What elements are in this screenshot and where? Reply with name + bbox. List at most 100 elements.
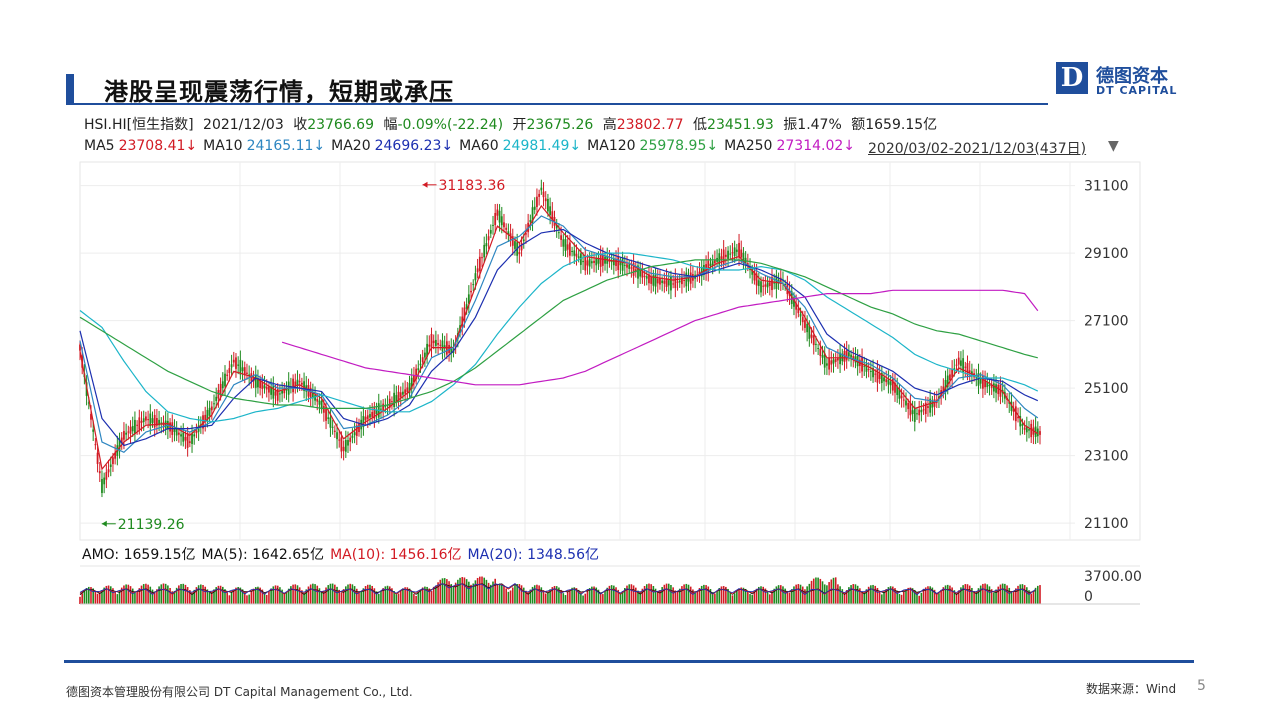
candle-body (806, 323, 809, 333)
volume-bar (626, 585, 628, 604)
candle-body (419, 363, 422, 366)
candle-body (707, 260, 710, 273)
volume-bar (696, 590, 699, 604)
logo-mark-icon: D (1056, 62, 1088, 94)
date-range[interactable]: 2020/03/02-2021/12/03(437日) (868, 141, 1087, 157)
volume-bar (470, 584, 472, 604)
candle-body (1025, 426, 1028, 433)
volume-bar (659, 590, 661, 604)
candle-body (562, 239, 565, 247)
candle-body (103, 477, 106, 485)
volume-bar (848, 587, 850, 604)
volume-bar (169, 588, 171, 604)
volume-bar (226, 592, 228, 604)
candle-body (188, 441, 191, 443)
candle-body (151, 418, 154, 423)
volume-bar (294, 584, 297, 604)
volume-bar (318, 588, 321, 604)
candle-body (366, 415, 369, 419)
candle-body (896, 386, 899, 396)
volume-bar (252, 588, 255, 604)
candle-body (525, 233, 527, 235)
volume-bar (257, 586, 259, 604)
y-tick-label: 25100 (1084, 381, 1129, 397)
candle-body (210, 406, 213, 411)
volume-bar (402, 588, 404, 604)
volume-bar (149, 586, 152, 604)
candle-body (254, 374, 257, 388)
candle-body (426, 343, 428, 357)
candle-body (311, 392, 314, 399)
volume-bar (125, 584, 127, 604)
candle-body (797, 308, 800, 314)
volume-bar (929, 586, 931, 604)
volume-bar (516, 584, 518, 604)
volume-bar (435, 585, 437, 604)
candle-body (309, 387, 312, 399)
volume-bar (109, 586, 112, 604)
volume-bar (1010, 591, 1013, 604)
candle-body (355, 425, 358, 436)
volume-bar (452, 586, 455, 604)
volume-bar (230, 592, 233, 604)
y-tick-label: 29100 (1084, 246, 1129, 262)
candle-body (472, 284, 475, 286)
candle-body (709, 263, 712, 267)
series-line-ma10 (79, 215, 1039, 454)
ma-legend-name-3: MA60 (459, 138, 499, 154)
candle-body (257, 378, 259, 388)
candle-body (331, 426, 334, 428)
volume-bar (863, 592, 866, 604)
candle-body (913, 408, 916, 422)
volume-bar (490, 584, 492, 604)
candle-body (265, 386, 268, 390)
volume-bar (762, 586, 765, 604)
volume-bar (171, 591, 174, 604)
volume-bar (608, 585, 611, 604)
candle-body (272, 385, 275, 399)
volume-bar (496, 584, 499, 604)
candle-body (975, 377, 978, 379)
range-dropdown-icon[interactable]: ▼ (1108, 138, 1119, 154)
volume-bar (167, 585, 169, 604)
ma-legend-value-5: 27314.02↓ (776, 138, 855, 154)
volume-bar (404, 587, 406, 604)
candle-body (700, 266, 703, 277)
series-line-ma20 (79, 228, 1039, 447)
candle-body (753, 271, 756, 281)
volume-bar (624, 587, 626, 604)
volume-bar (81, 593, 83, 604)
candle-body (735, 249, 738, 252)
volume-bar (865, 589, 868, 604)
volume-bar (558, 587, 560, 604)
candle-body (303, 381, 305, 391)
candle-body (101, 479, 103, 493)
volume-bar (815, 577, 817, 604)
volume-bar (443, 578, 446, 604)
volume-bar (720, 586, 723, 604)
volume-bar (845, 590, 848, 604)
volume-bar (946, 584, 949, 604)
annotation-label-1: 21139.26 (118, 517, 185, 533)
volume-bar (817, 577, 819, 604)
candle-body (751, 269, 754, 275)
volume-bar (303, 592, 305, 604)
volume-bar (428, 588, 431, 604)
volume-bar (722, 586, 725, 604)
candle-body (213, 403, 215, 405)
volume-bar (120, 587, 123, 604)
volume-bar (309, 584, 312, 604)
candle-body (601, 255, 604, 266)
footer-divider (64, 660, 1194, 663)
volume-bar (852, 584, 855, 604)
candle-body (863, 365, 866, 367)
volume-bar (362, 588, 365, 604)
candle-body (503, 222, 505, 228)
candle-body (221, 381, 224, 389)
volume-bar (180, 584, 182, 604)
volume-bar (867, 586, 870, 604)
candle-body (678, 280, 681, 283)
candle-body (907, 402, 910, 410)
volume-bar (1006, 585, 1008, 604)
